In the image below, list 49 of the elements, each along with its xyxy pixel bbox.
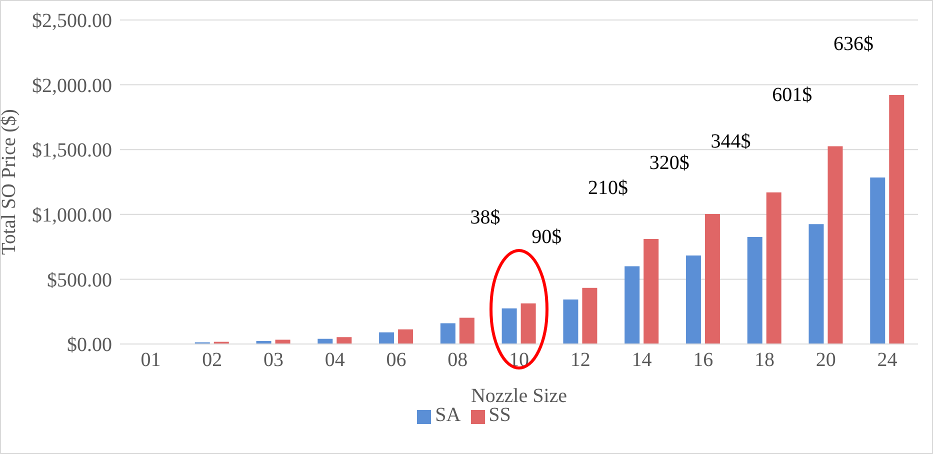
x-axis-title: Nozzle Size [470, 385, 568, 407]
annotation: 210$ [588, 177, 628, 200]
bar [520, 303, 536, 344]
y-tick-label: $1,000.00 [32, 204, 112, 226]
y-tick-label: $0.00 [67, 334, 112, 356]
bar [336, 337, 352, 344]
bar [563, 300, 578, 344]
x-tick-label: 04 [324, 349, 345, 372]
bar [828, 146, 843, 344]
y-tick-label: $1,500.00 [32, 140, 112, 162]
x-tick-label: 14 [632, 349, 652, 372]
bar [582, 288, 598, 344]
legend-label: SS [488, 404, 511, 426]
bar [870, 177, 886, 344]
x-tick-label: 03 [263, 349, 284, 372]
annotation: 601$ [772, 84, 812, 106]
x-tick-label: 12 [570, 349, 590, 372]
x-tick-label: 24 [877, 349, 898, 372]
y-tick-label: $2,500.00 [32, 10, 112, 32]
bar [440, 323, 456, 344]
bar [459, 318, 474, 344]
x-tick-label: 20 [816, 349, 836, 372]
x-tick-label: 01 [140, 349, 161, 372]
bar [398, 329, 414, 344]
legend-label: SA [435, 404, 461, 426]
annotation: 320$ [649, 152, 690, 174]
annotation: 344$ [710, 130, 751, 152]
bar [704, 214, 720, 344]
y-axis-title: Total SO Price ($) [0, 109, 20, 255]
x-tick-label: 08 [448, 349, 468, 372]
bar [889, 95, 904, 344]
y-tick-label: $2,000.00 [32, 74, 112, 97]
bar [644, 239, 659, 344]
x-tick-label: 16 [693, 349, 714, 372]
x-tick-label: 06 [386, 349, 406, 372]
annotation: 90$ [532, 226, 562, 248]
bar [275, 340, 290, 344]
bar [624, 266, 640, 344]
bar [747, 236, 762, 344]
annotation: 636$ [834, 33, 874, 56]
y-tick-label: $500.00 [47, 269, 112, 292]
bar [502, 308, 517, 344]
x-tick-label: 02 [202, 349, 222, 372]
bar [766, 192, 782, 344]
bar [379, 332, 394, 344]
bar [686, 255, 701, 344]
annotation: 38$ [470, 206, 500, 228]
x-tick-label: 18 [754, 349, 775, 372]
bar [808, 224, 824, 344]
